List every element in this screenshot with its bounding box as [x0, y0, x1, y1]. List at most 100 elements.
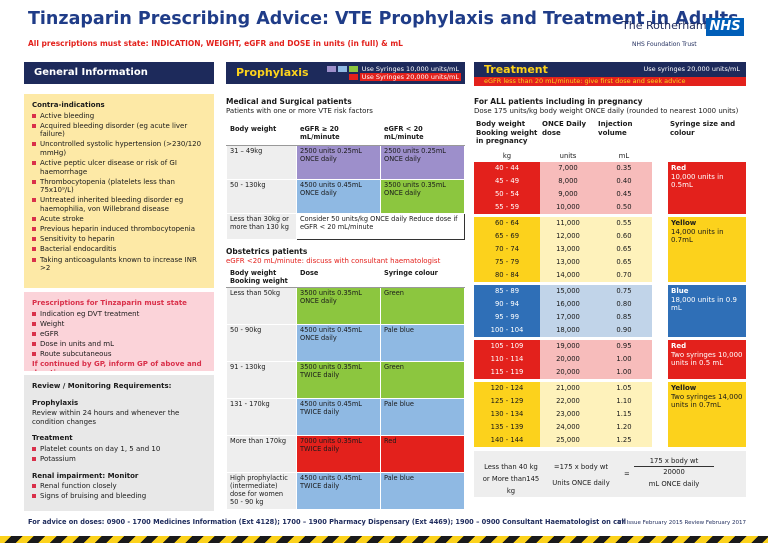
note: If continued by GP, inform GP of above a…	[32, 360, 202, 371]
heading-text: Treatment	[484, 63, 548, 76]
bullet: Signs of bruising and bleeding	[32, 492, 206, 501]
legend-swatch	[337, 66, 347, 72]
dose-cell: 25,000	[540, 434, 596, 449]
dose-cell: 12,000	[540, 230, 596, 245]
subheading: Obstetrics patients	[226, 247, 308, 257]
volume-cell: 0.70	[596, 269, 652, 284]
header-cell: Body weight Booking weight in pregnancy	[476, 120, 538, 146]
legend-item: Use Syringes 20,000 units/mL	[327, 73, 461, 81]
table-row: 131 - 170kg 4500 units 0.45mL TWICE daily…	[226, 398, 465, 437]
box-title: Prophylaxis	[32, 398, 79, 407]
bullet: Untreated inherited bleeding disorder eg…	[32, 196, 206, 213]
box-title: Prescriptions for Tinzaparin must state	[32, 299, 187, 307]
volume-cell: 0.65	[596, 243, 652, 258]
table-row: 40 - 44 7,000 0.35	[474, 162, 652, 177]
header-cell: eGFR ≥ 20 mL/minute	[296, 123, 381, 147]
org-name: The Rotherham	[622, 19, 707, 32]
section-heading: Treatment Use syringes 20,000 units/mL	[474, 62, 746, 77]
header-cell: eGFR < 20 mL/minute	[380, 123, 465, 147]
bullet: Sensitivity to heparin	[32, 235, 206, 244]
header-cell: Body weight	[226, 123, 297, 147]
dose-group: 40 - 44 7,000 0.35 45 - 49 8,000 0.40 50 - 54 9…	[474, 162, 746, 216]
dose-cell: 19,000	[540, 340, 596, 355]
weight-cell: 135 - 139	[474, 421, 540, 436]
dose-cell: 7000 units 0.35mL TWICE daily	[296, 435, 381, 474]
group-rows: 60 - 64 11,000 0.55 65 - 69 12,000 0.60 70 - 7…	[474, 217, 652, 284]
dose-cell: 11,000	[540, 217, 596, 232]
bullet: Uncontrolled systolic hypertension (>230…	[32, 140, 206, 157]
dose-cell: 2500 units 0.25mL ONCE daily	[380, 145, 465, 181]
table-row: 85 - 89 15,000 0.75	[474, 285, 652, 300]
general-column: General Information Contra-indications Act…	[24, 62, 214, 511]
dose-cell: 3500 units 0.35mL TWICE daily	[296, 361, 381, 400]
weight-cell: 50 - 54	[474, 188, 540, 203]
bullet: eGFR	[32, 330, 206, 339]
dose-cell: 4500 units 0.45mL ONCE daily	[296, 179, 381, 215]
review-box: Review / Monitoring Requirements: Prophyl…	[24, 375, 214, 511]
table-row: 75 - 79 13,000 0.65	[474, 256, 652, 271]
syringe-cell: Red	[380, 435, 465, 474]
weight-cell: 105 - 109	[474, 340, 540, 355]
table-row: 90 - 94 16,000 0.80	[474, 298, 652, 313]
bullet: Taking anticoagulants known to increase …	[32, 256, 206, 273]
weight-cell: 131 - 170kg	[226, 398, 297, 437]
volume-cell: 0.60	[596, 230, 652, 245]
trust-name: NHS Foundation Trust	[632, 41, 697, 48]
syringe-text: Two syringes 14,000 units in 0.7mL	[671, 392, 743, 410]
footer-version: V7 Issue February 2015 Review February 2…	[617, 520, 746, 526]
bullet: Active peptic ulcer disease or risk of G…	[32, 159, 206, 176]
dose-cell: 7,000	[540, 162, 596, 177]
volume-cell: 0.80	[596, 298, 652, 313]
weight-cell: More than 170kg	[226, 435, 297, 474]
dose-cell: 17,000	[540, 311, 596, 326]
volume-cell: 0.75	[596, 285, 652, 300]
syringe-cell: Yellow 14,000 units in 0.7mL	[668, 217, 746, 283]
units-row: kg units mL	[474, 151, 746, 164]
volume-cell: 0.85	[596, 311, 652, 326]
weight-cell: 115 - 119	[474, 366, 540, 381]
bullet: Previous heparin induced thrombocytopeni…	[32, 225, 206, 234]
table-row: 45 - 49 8,000 0.40	[474, 175, 652, 190]
dose-cell: 23,000	[540, 408, 596, 423]
weight-cell: 40 - 44	[474, 162, 540, 177]
dose-cell: 20,000	[540, 353, 596, 368]
box-title: Renal impairment: Monitor	[32, 471, 139, 480]
volume-cell: 1.05	[596, 382, 652, 397]
group-rows: 120 - 124 21,000 1.05 125 - 129 22,000 1.10 13…	[474, 382, 652, 449]
bullet: Weight	[32, 320, 206, 329]
formula-numerator: 175 x body wt	[634, 457, 714, 467]
table-row: 55 - 59 10,000 0.50	[474, 201, 652, 216]
table-row: 110 - 114 20,000 1.00	[474, 353, 652, 368]
dose-cell: 4500 units 0.45mL TWICE daily	[296, 398, 381, 437]
contra-box: Contra-indications Active bleeding Acquire…	[24, 94, 214, 288]
nhs-logo: NHS	[706, 18, 744, 36]
weight-cell: 100 - 104	[474, 324, 540, 339]
syringe-cell: Pale blue	[380, 324, 465, 363]
weight-cell: 140 - 144	[474, 434, 540, 449]
legend-swatch	[348, 66, 358, 72]
dose-cell: Consider 50 units/kg ONCE daily Reduce d…	[296, 213, 465, 241]
weight-cell: 50 - 90kg	[226, 324, 297, 363]
section-heading: Prophylaxis Use Syringes 10,000 units/mL U…	[226, 62, 465, 84]
syringe-colour: Red	[671, 342, 687, 351]
group-rows: 40 - 44 7,000 0.35 45 - 49 8,000 0.40 50 - 54 9…	[474, 162, 652, 216]
prophylaxis-column: Prophylaxis Use Syringes 10,000 units/mL U…	[226, 62, 465, 511]
volume-cell: 0.55	[596, 217, 652, 232]
syringe-cell: Pale blue	[380, 398, 465, 437]
header-cell: Syringe size and colour	[670, 120, 736, 137]
syringe-text: 14,000 units in 0.7mL	[671, 227, 724, 245]
table-header: Body weight eGFR ≥ 20 mL/minute eGFR < 20 …	[226, 123, 465, 147]
subheading: For ALL patients including in pregnancy	[474, 97, 643, 106]
table-header: Body weight Booking weight Dose Syringe co…	[226, 267, 465, 289]
dose-cell: 15,000	[540, 285, 596, 300]
syringe-text: Two syringes 10,000 units in 0.5 mL	[671, 350, 743, 368]
dose-cell: 4500 units 0.45mL TWICE daily	[296, 472, 381, 511]
table-row: 105 - 109 19,000 0.95	[474, 340, 652, 355]
dose-cell: 14,000	[540, 269, 596, 284]
legend-swatch	[326, 66, 336, 72]
bullet: Indication eg DVT treatment	[32, 310, 206, 319]
weight-cell: Less than 30kg or more than 130 kg	[226, 213, 297, 241]
table-row: 140 - 144 25,000 1.25	[474, 434, 652, 449]
weight-cell: 75 - 79	[474, 256, 540, 271]
